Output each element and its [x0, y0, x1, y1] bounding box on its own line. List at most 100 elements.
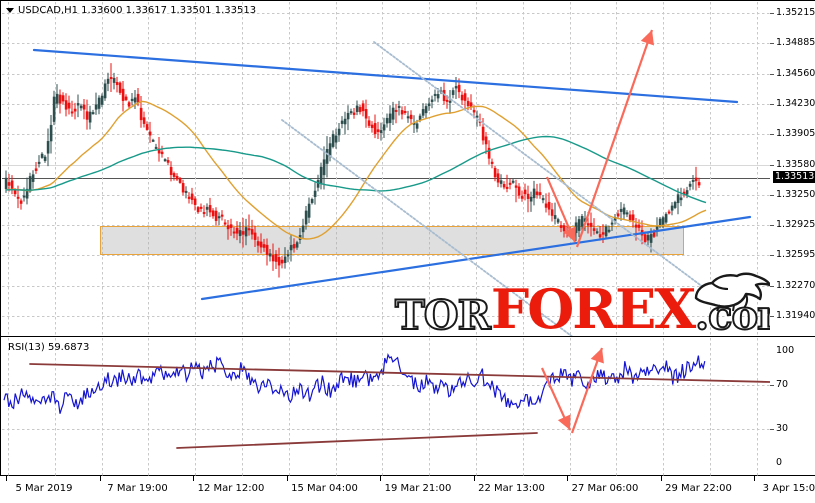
gridline-v	[195, 338, 197, 476]
forecast-arrow-down	[545, 176, 577, 243]
gridline-v	[54, 2, 56, 336]
price-gridline-h	[2, 255, 770, 257]
gridline-v	[195, 2, 197, 336]
gridline-v	[476, 338, 477, 476]
rsi-plot-area[interactable]: RSI(13) 59.6873	[2, 338, 770, 476]
price-y-label: 1.35215	[776, 7, 815, 18]
price-y-label: 1.34230	[776, 97, 815, 109]
gridline-v	[54, 338, 56, 476]
gridline-v	[382, 2, 384, 336]
rsi-trendline-upper	[29, 363, 770, 383]
x-axis-label: 5 Mar 2019	[15, 483, 73, 494]
trendline-ascending-support	[200, 215, 752, 301]
gridline-v	[569, 338, 571, 476]
price-gridline-h	[2, 225, 770, 227]
gridline-v	[101, 338, 103, 476]
price-y-label: 1.33905	[776, 128, 815, 140]
price-y-tick	[770, 255, 774, 257]
gridline-v	[335, 2, 337, 336]
gridline-v	[148, 338, 150, 476]
price-gridline-h	[2, 285, 770, 287]
price-y-label: 1.32925	[776, 219, 815, 231]
gridline-v	[101, 2, 103, 336]
price-gridline-h	[2, 43, 770, 45]
price-gridline-h	[2, 13, 770, 14]
price-gridline-h	[2, 103, 770, 105]
gridline-v	[288, 338, 290, 476]
price-y-label: 1.32595	[776, 249, 815, 261]
gridline-v	[335, 338, 337, 476]
chevron-down-icon[interactable]	[6, 7, 14, 13]
candlestick-series	[4, 63, 701, 278]
x-tick	[99, 476, 101, 481]
x-axis: 5 Mar 2019 7 Mar 19:00 12 Mar 12:00 15 Mar …	[0, 476, 815, 503]
price-plot-area[interactable]: TOR FOREX .com	[2, 2, 770, 336]
price-overlays	[4, 29, 752, 336]
gridline-v	[429, 2, 431, 336]
x-tick	[567, 476, 568, 481]
price-y-tick	[770, 285, 774, 287]
gridline-v	[8, 2, 9, 336]
gridline-v	[148, 2, 150, 336]
price-y-tick	[770, 316, 774, 317]
price-gridline-h	[2, 194, 770, 196]
price-chart-panel[interactable]: TOR FOREX .com 1.35215 1.34885 1.34560 1.34…	[0, 0, 815, 336]
rsi-y-tick	[770, 429, 774, 431]
gridline-v	[522, 2, 524, 336]
rsi-line	[3, 353, 706, 414]
price-gridline-h	[2, 164, 770, 166]
moving-average-slow	[5, 135, 707, 204]
x-tick	[754, 476, 755, 481]
rsi-trendline-lower	[176, 432, 538, 449]
price-y-label: 1.34560	[776, 67, 815, 79]
rsi-y-label: 30	[776, 423, 789, 435]
symbol-text: USDCAD,H1 1.33600 1.33617 1.33501 1.3351…	[18, 5, 257, 16]
x-axis-label: 12 Mar 12:00	[197, 483, 265, 494]
gridline-v	[756, 338, 758, 476]
price-y-label: 1.31940	[776, 310, 815, 321]
rsi-y-axis: 100 70 30 0	[770, 337, 815, 475]
price-y-tick	[770, 73, 774, 75]
price-y-tick	[770, 43, 774, 45]
rsi-level-line	[2, 384, 770, 386]
x-axis-label: 27 Mar 06:00	[571, 483, 639, 494]
rsi-y-tick	[770, 384, 774, 386]
gridline-v	[476, 2, 477, 336]
rsi-panel[interactable]: RSI(13) 59.6873 100 70 30 0	[0, 336, 815, 476]
gridline-v	[522, 338, 524, 476]
price-gridline-h	[2, 73, 770, 75]
rsi-y-label: 0	[776, 457, 783, 468]
gridline-v	[616, 2, 618, 336]
gridline-v	[663, 338, 665, 476]
gridline-v	[756, 2, 758, 336]
x-tick	[6, 476, 7, 481]
price-y-label: 1.33250	[776, 188, 815, 200]
gridline-v	[616, 338, 618, 476]
channel-line-upper	[373, 41, 708, 291]
x-tick	[660, 476, 662, 481]
x-tick	[473, 476, 475, 481]
rsi-forecast-arrow-down	[540, 367, 572, 431]
gridline-v	[710, 2, 711, 336]
price-y-tick	[770, 194, 774, 196]
gridline-v	[710, 338, 711, 476]
price-y-tick	[770, 103, 774, 105]
price-y-tick	[770, 134, 774, 136]
gridline-v	[569, 2, 571, 336]
rsi-level-line	[2, 429, 770, 431]
price-gridline-h	[2, 316, 770, 317]
x-axis-label: 19 Mar 21:00	[384, 483, 452, 494]
price-y-tick	[770, 164, 774, 166]
rsi-overlays	[3, 347, 770, 449]
rsi-y-label: 100	[776, 345, 795, 356]
rsi-indicator-label: RSI(13) 59.6873	[8, 342, 90, 353]
x-axis-label: 3 Apr 15:00	[762, 483, 815, 494]
x-tick	[286, 476, 288, 481]
gridline-v	[242, 2, 243, 336]
current-price-line	[2, 177, 770, 179]
rsi-y-label: 70	[776, 378, 789, 390]
price-y-label: 1.33580	[776, 158, 815, 170]
x-axis-label: 29 Mar 22:00	[665, 483, 732, 494]
symbol-label: USDCAD,H1 1.33600 1.33617 1.33501 1.3351…	[6, 5, 256, 16]
trendline-descending-resistance	[32, 48, 739, 104]
